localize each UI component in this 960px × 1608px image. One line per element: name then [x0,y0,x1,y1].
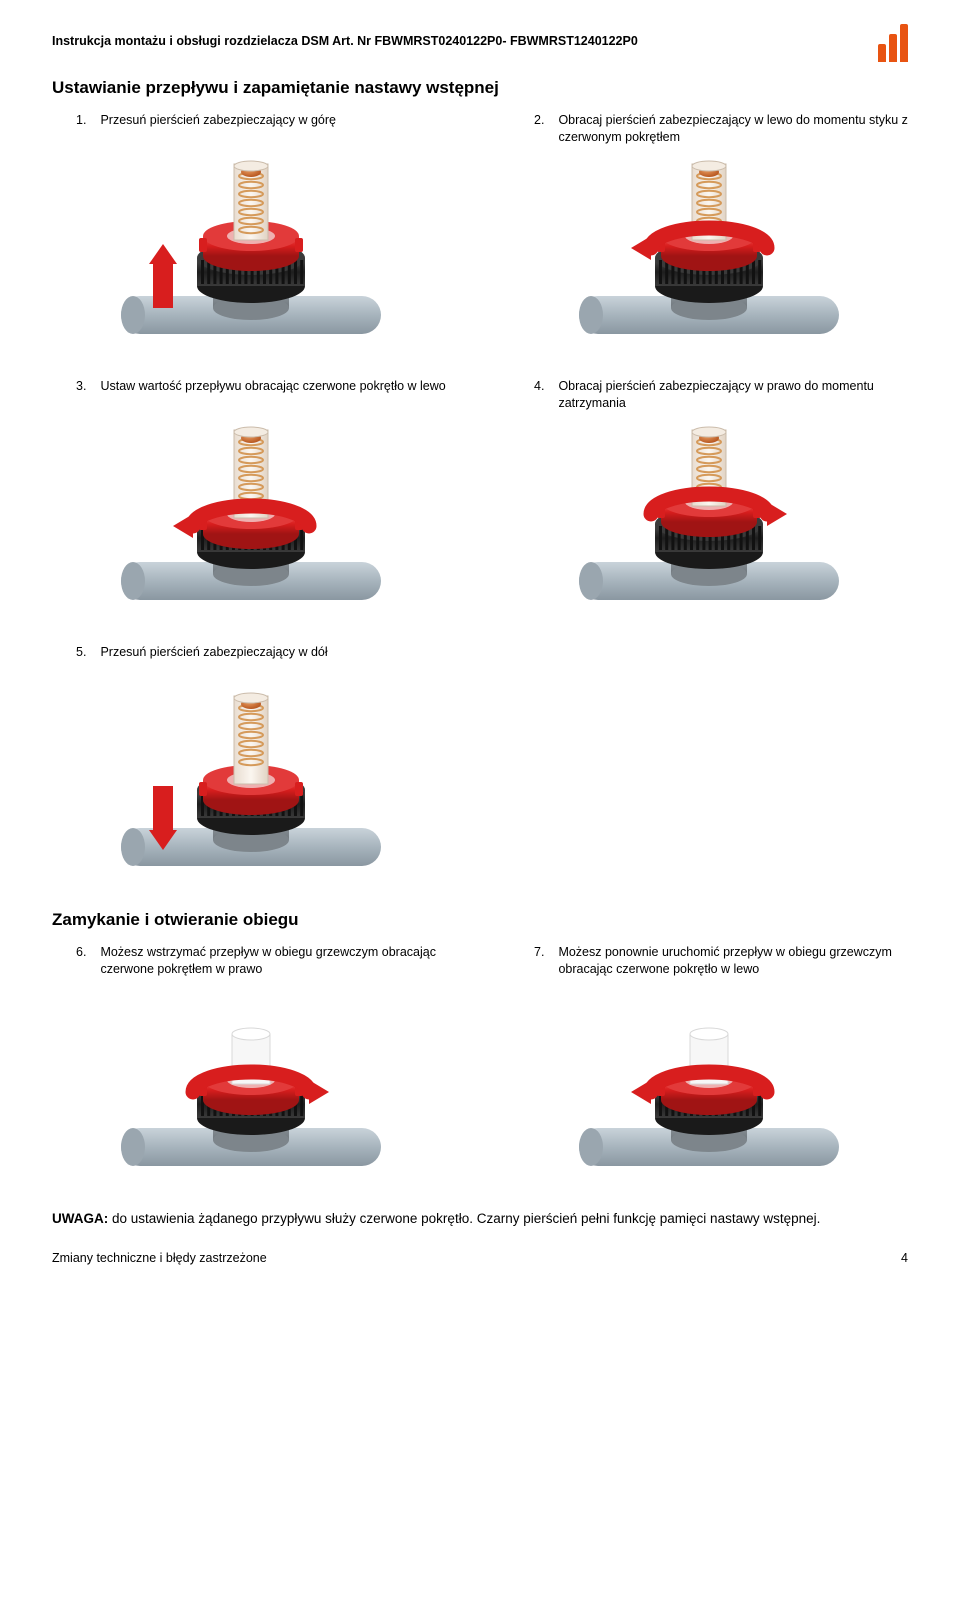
step-3-num: 3. [76,378,86,414]
step-4-illustration [510,424,908,614]
warning-note: UWAGA: do ustawienia żądanego przypływu … [52,1210,908,1229]
step-5-num: 5. [76,644,86,680]
step-1-label: 1. Przesuń pierścień zabezpieczający w g… [52,112,450,148]
warning-note-label: UWAGA: [52,1211,108,1226]
step-3-label: 3. Ustaw wartość przepływu obracając cze… [52,378,450,414]
brand-logo [878,24,908,62]
step-5-label: 5. Przesuń pierścień zabezpieczający w d… [52,644,450,680]
step-4-num: 4. [534,378,544,414]
step-1-text: Przesuń pierścień zabezpieczający w górę [100,112,336,148]
step-7-illustration [510,990,908,1180]
step-6-text: Możesz wstrzymać przepływ w obiegu grzew… [100,944,450,980]
step-6-illustration [52,990,450,1180]
step-3-text: Ustaw wartość przepływu obracając czerwo… [100,378,445,414]
step-2-label: 2. Obracaj pierścień zabezpieczający w l… [510,112,908,148]
step-5-text: Przesuń pierścień zabezpieczający w dół [100,644,327,680]
footer-disclaimer: Zmiany techniczne i błędy zastrzeżone [52,1251,267,1265]
section-title-2: Zamykanie i otwieranie obiegu [52,910,908,930]
step-2-num: 2. [534,112,544,148]
step-7-label: 7. Możesz ponownie uruchomić przepływ w … [510,944,908,980]
step-2-text: Obracaj pierścień zabezpieczający w lewo… [558,112,908,148]
step-7-text: Możesz ponownie uruchomić przepływ w obi… [558,944,908,980]
step-1-num: 1. [76,112,86,148]
warning-note-text: do ustawienia żądanego przypływu służy c… [108,1211,820,1226]
page-number: 4 [901,1251,908,1265]
section-title-1: Ustawianie przepływu i zapamiętanie nast… [52,78,908,98]
step-4-text: Obracaj pierścień zabezpieczający w praw… [558,378,908,414]
step-3-illustration [52,424,450,614]
step-1-illustration [52,158,450,348]
step-6-num: 6. [76,944,86,980]
step-7-num: 7. [534,944,544,980]
step-4-label: 4. Obracaj pierścień zabezpieczający w p… [510,378,908,414]
step-2-illustration [510,158,908,348]
step-6-label: 6. Możesz wstrzymać przepływ w obiegu gr… [52,944,450,980]
page-header: Instrukcja montażu i obsługi rozdzielacz… [52,24,638,48]
step-5-illustration [52,690,450,880]
